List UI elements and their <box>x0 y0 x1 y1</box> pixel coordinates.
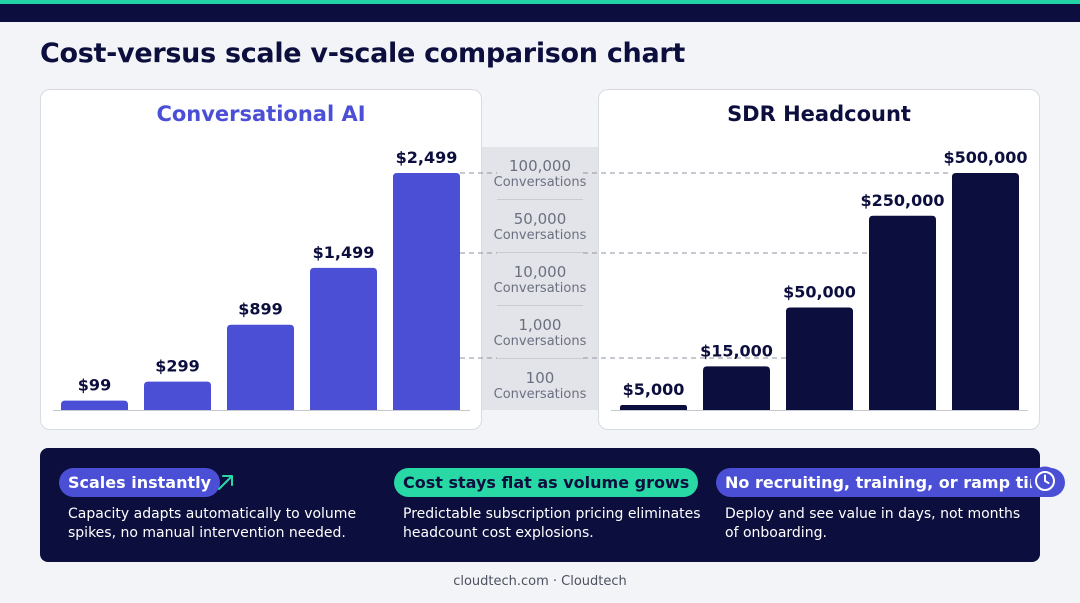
sdr-bar-5 <box>952 173 1019 410</box>
ai-bar-2 <box>144 381 211 410</box>
scale-item-10000: 10,000 Conversations <box>482 263 598 307</box>
scale-item-50000: 50,000 Conversations <box>482 210 598 254</box>
scale-item-100000: 100,000 Conversations <box>482 157 598 201</box>
feature-description: Deploy and see value in days, not months… <box>725 505 1065 543</box>
description-line: Capacity adapts automatically to volume <box>68 506 357 522</box>
sdr-bar-label-3: $50,000 <box>783 282 856 301</box>
sdr-bar-4 <box>869 215 936 410</box>
sdr-bar-label-5: $500,000 <box>943 148 1027 167</box>
scale-divider <box>497 199 583 200</box>
description-line: Predictable subscription pricing elimina… <box>403 506 701 522</box>
feature-scales-instantly: Scales instantly Capacity adapts automat… <box>59 468 356 543</box>
scale-unit: Conversations <box>493 228 587 243</box>
sdr-bar-2 <box>703 366 770 410</box>
description-line: spikes, no manual intervention needed. <box>68 525 346 541</box>
scale-number: 10,000 <box>513 263 567 281</box>
scale-unit: Conversations <box>493 281 587 296</box>
scale-number: 50,000 <box>513 210 567 228</box>
sdr-bar-label-4: $250,000 <box>860 191 944 210</box>
feature-description: Capacity adapts automatically to volume … <box>68 505 356 543</box>
scale-unit: Conversations <box>493 175 587 190</box>
scale-number: 1,000 <box>518 316 562 334</box>
scale-divider <box>497 252 583 253</box>
description-line: Deploy and see value in days, not months <box>725 506 1021 522</box>
sdr-bar-label-1: $5,000 <box>623 380 685 399</box>
ai-chart-title: Conversational AI <box>156 102 366 126</box>
ai-bar-label-1: $99 <box>78 376 111 395</box>
sdr-bar-label-2: $15,000 <box>700 341 773 360</box>
top-accent-stripe <box>0 0 1080 4</box>
ai-bar-5 <box>393 173 460 410</box>
footer-credit: cloudtech.com · Cloudtech <box>453 574 627 589</box>
sdr-chart-title: SDR Headcount <box>727 102 911 126</box>
scale-divider <box>497 358 583 359</box>
top-bar <box>0 0 1080 22</box>
feature-title: No recruiting, training, or ramp time <box>716 468 1066 497</box>
ai-bar-label-3: $899 <box>238 300 283 319</box>
ai-bar-label-5: $2,499 <box>396 148 458 167</box>
sdr-bar-1 <box>620 405 687 410</box>
scale-unit: Conversations <box>493 334 587 349</box>
feature-cost-flat: Cost stays flat as volume grows Predicta… <box>394 468 701 543</box>
clock-icon <box>1030 466 1060 496</box>
arrow-up-right-icon <box>218 475 233 490</box>
scale-item-100: 100 Conversations <box>482 369 598 413</box>
sdr-bar-3 <box>786 307 853 410</box>
ai-bar-4 <box>310 267 377 410</box>
benefits-band <box>40 448 1040 562</box>
scale-divider <box>497 305 583 306</box>
scale-number: 100 <box>525 369 555 387</box>
scale-unit: Conversations <box>493 387 587 402</box>
scale-column <box>482 147 598 410</box>
ai-bar-1 <box>61 400 128 410</box>
feature-no-recruiting: No recruiting, training, or ramp time De… <box>716 468 1066 543</box>
ai-bar-label-4: $1,499 <box>313 243 375 262</box>
feature-title: Cost stays flat as volume grows <box>394 468 699 497</box>
scale-number: 100,000 <box>508 157 572 175</box>
feature-title: Scales instantly <box>59 468 221 497</box>
feature-description: Predictable subscription pricing elimina… <box>403 505 701 543</box>
ai-bar-3 <box>227 324 294 410</box>
page-title: Cost-versus scale v-scale comparison cha… <box>40 38 685 69</box>
description-line: of onboarding. <box>725 525 827 541</box>
scale-item-1000: 1,000 Conversations <box>482 316 598 360</box>
ai-bar-label-2: $299 <box>155 357 200 376</box>
description-line: headcount cost explosions. <box>403 525 594 541</box>
